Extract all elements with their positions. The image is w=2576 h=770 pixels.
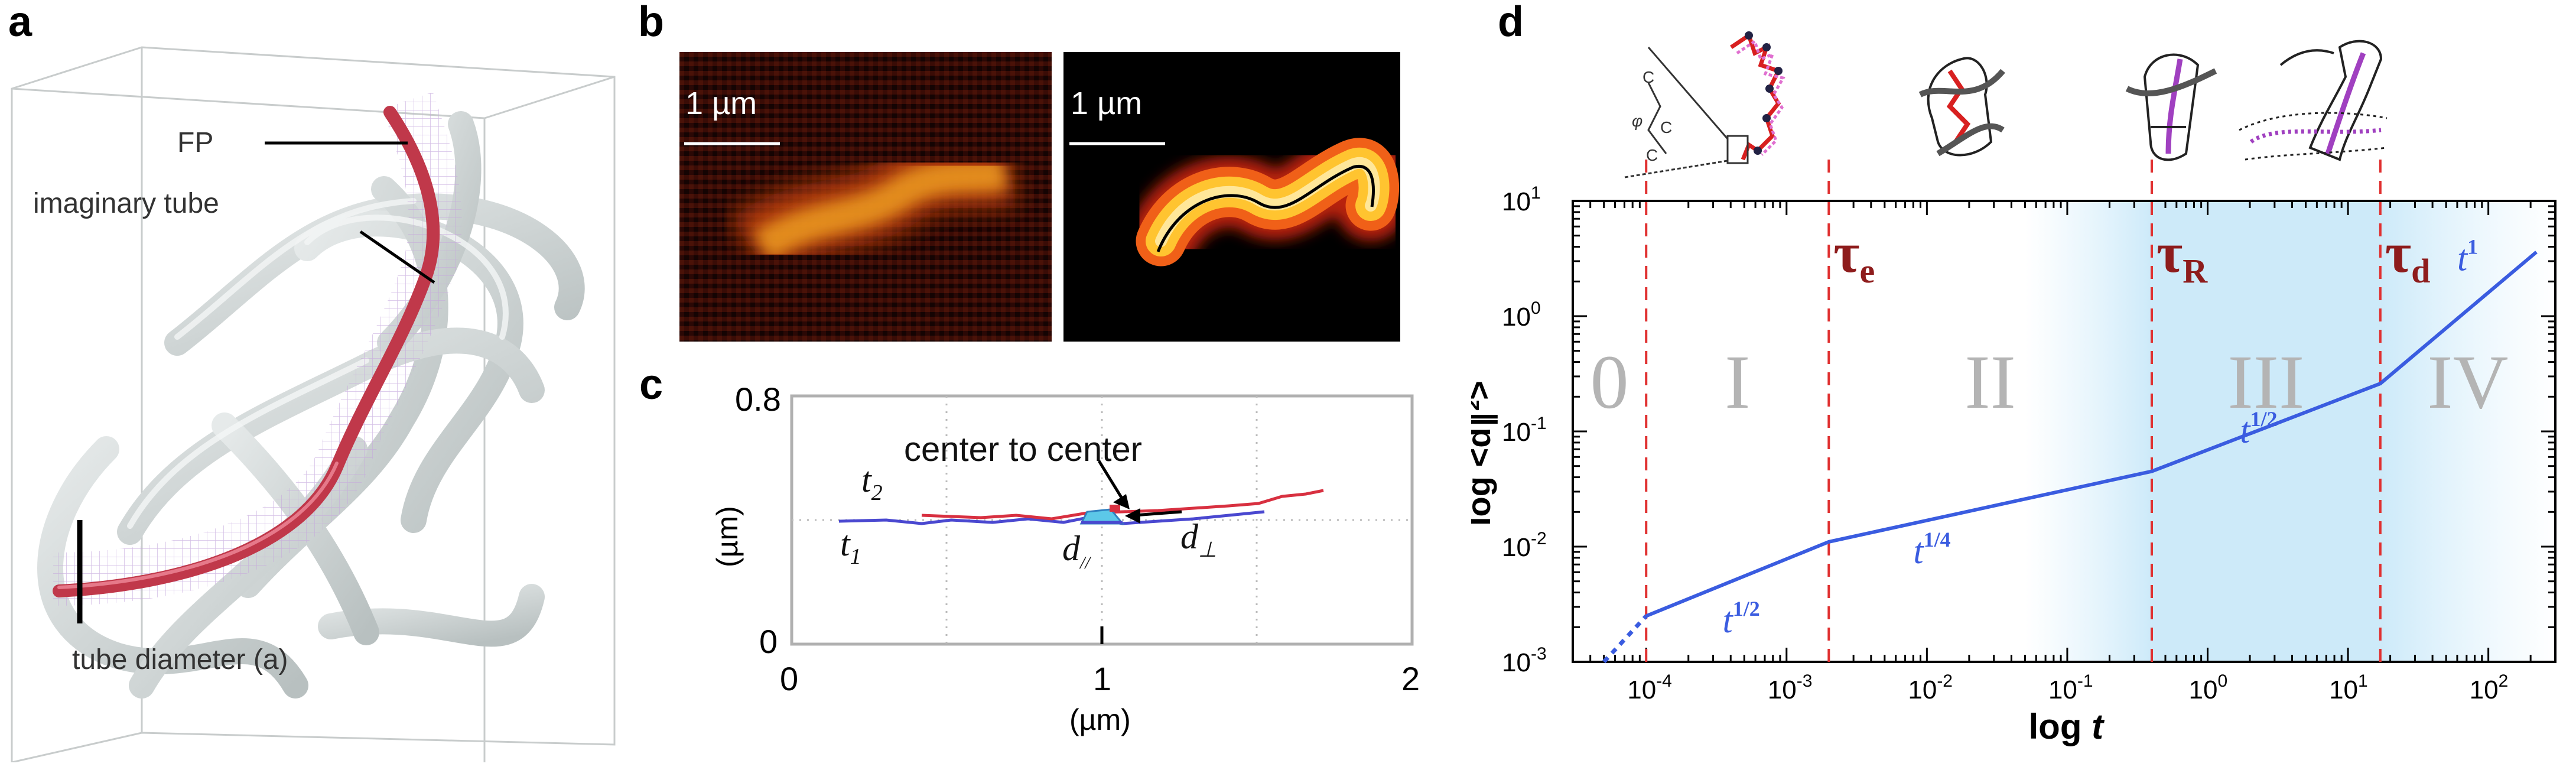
tube-diameter-label: tube diameter (a) — [72, 644, 288, 675]
contour-line — [1156, 164, 1375, 252]
schematic-tube-reptation-1 — [1918, 57, 2005, 157]
panel-letter-a: a — [8, 0, 32, 46]
tau-label-R: τR — [2157, 221, 2208, 290]
tau-label-d: τd — [2385, 221, 2431, 290]
slope-label-1: t1/4 — [1913, 528, 1950, 571]
x-tick-label: 10-4 — [1627, 671, 1672, 704]
x-tick-label: 10-1 — [2048, 671, 2093, 704]
tau-label-e: τe — [1833, 221, 1875, 290]
panel-d-chart: C C C φ 10-4 10-3 10-2 10-1 100 101 102 10-3 10-… — [1471, 31, 2557, 746]
xtick-0: 0 — [780, 660, 798, 697]
schematic-chain-segment: C C C φ — [1624, 31, 1785, 178]
fp-polymer — [53, 106, 440, 597]
y-tick-label: 10-1 — [1502, 414, 1547, 447]
scalebar-left-label: 1 µm — [685, 86, 757, 121]
schematic-c2: C — [1660, 118, 1672, 137]
x-tick-label: 100 — [2189, 671, 2228, 704]
ytick-0: 0 — [759, 623, 778, 660]
trace-t1 — [838, 510, 1265, 525]
shade-regime-II — [2025, 201, 2152, 662]
regime-II: II — [1964, 340, 2016, 425]
tube-pointer — [359, 230, 435, 284]
panel-letter-c: c — [639, 361, 663, 408]
shade-regime-III — [2151, 201, 2380, 662]
c-ylabel: (µm) — [711, 506, 744, 567]
scalebar-right-label: 1 µm — [1071, 86, 1142, 121]
ytick-0.8: 0.8 — [735, 381, 781, 418]
regime-III: III — [2227, 340, 2304, 425]
slope-label-0: t1/2 — [1722, 597, 1759, 641]
y-axis-title: log <d∥²> — [1471, 381, 1498, 526]
y-tick-label: 101 — [1502, 183, 1541, 216]
schematic-phi: φ — [1632, 112, 1642, 130]
schematic-c1: C — [1642, 68, 1654, 86]
slope-label-3: t1 — [2457, 235, 2478, 278]
y-tick-label: 10-3 — [1502, 644, 1547, 677]
schematic-c3: C — [1646, 146, 1658, 164]
y-tick-label: 100 — [1502, 298, 1541, 332]
schematic-tube-reptation-2 — [2125, 53, 2217, 161]
panel-b-images: 1 µm 1 µm — [679, 52, 1400, 342]
processed-image: 1 µm — [1063, 52, 1400, 342]
regime-0: 0 — [1591, 340, 1629, 425]
imaginary-tube-mesh — [53, 92, 462, 606]
panel-c-plot: 0.8 0 0 1 2 (µm) (µm) center to center t… — [711, 381, 1420, 736]
x-axis-title: log t — [2029, 707, 2106, 746]
slope-label-2: t1/2 — [2240, 407, 2277, 451]
d-parallel-label: d// — [1062, 529, 1091, 573]
panel-letter-b: b — [638, 0, 664, 46]
xtick-2: 2 — [1401, 660, 1420, 697]
shade-regime-IV — [2380, 201, 2555, 662]
raw-fluorescence-image: 1 µm — [679, 52, 1052, 342]
c-xlabel: (µm) — [1069, 703, 1131, 736]
regime-I: I — [1725, 340, 1750, 425]
center-to-center-label: center to center — [904, 430, 1142, 469]
x-tick-label: 10-2 — [1908, 671, 1953, 704]
t2-label: t2 — [861, 460, 883, 505]
d-perp-label: d⊥ — [1180, 517, 1217, 561]
msd-extrapolation — [1602, 615, 1648, 664]
x-tick-label: 102 — [2470, 671, 2509, 704]
imaginary-tube-label: imaginary tube — [33, 188, 219, 219]
fp-label: FP — [177, 127, 213, 158]
regime-IV: IV — [2427, 340, 2508, 425]
panel-a-tube-figure: FP imaginary tube tube diameter (a) — [11, 46, 616, 762]
xtick-1: 1 — [1093, 660, 1111, 697]
t1-label: t1 — [840, 524, 861, 569]
schematic-tube-renewal — [2239, 40, 2388, 161]
y-tick-label: 10-2 — [1502, 529, 1547, 562]
panel-letter-d: d — [1498, 0, 1524, 46]
x-tick-label: 10-3 — [1768, 671, 1813, 704]
x-tick-label: 101 — [2329, 671, 2368, 704]
